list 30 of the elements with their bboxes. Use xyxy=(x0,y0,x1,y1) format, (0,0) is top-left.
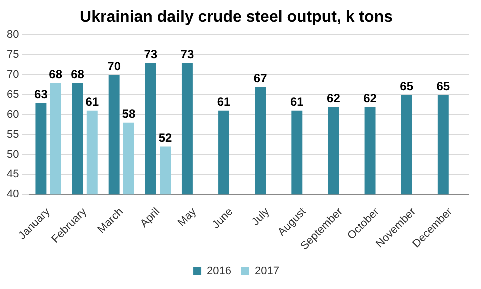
data-label: 73 xyxy=(180,47,194,62)
data-label: 63 xyxy=(34,87,48,102)
x-tick-label: July xyxy=(250,206,273,228)
legend-label: 2016 xyxy=(207,266,232,278)
y-tick-label: 70 xyxy=(6,69,20,82)
legend-label: 2017 xyxy=(255,266,280,278)
data-label: 67 xyxy=(254,71,268,86)
data-label: 65 xyxy=(436,79,450,94)
data-label: 62 xyxy=(327,91,341,106)
y-tick-label: 40 xyxy=(6,188,20,201)
chart-title: Ukrainian daily crude steel output, k tons xyxy=(80,9,394,26)
data-label: 61 xyxy=(290,95,304,110)
data-label: 61 xyxy=(86,95,100,110)
data-label: 65 xyxy=(400,79,414,94)
y-tick-label: 60 xyxy=(6,108,20,121)
y-tick-label: 45 xyxy=(6,168,20,181)
data-label: 68 xyxy=(49,67,63,82)
y-tick-label: 50 xyxy=(6,148,20,161)
data-label: 70 xyxy=(108,59,122,74)
data-label: 68 xyxy=(71,67,85,82)
data-label: 62 xyxy=(364,91,378,106)
y-tick-label: 65 xyxy=(6,89,20,102)
data-label: 73 xyxy=(144,47,158,62)
data-label: 52 xyxy=(158,131,173,146)
data-label: 58 xyxy=(122,107,136,122)
x-tick-label: May xyxy=(176,206,200,230)
y-tick-label: 80 xyxy=(6,29,20,42)
y-tick-label: 75 xyxy=(6,49,20,62)
data-label: 61 xyxy=(217,95,232,110)
y-tick-label: 55 xyxy=(6,128,20,141)
